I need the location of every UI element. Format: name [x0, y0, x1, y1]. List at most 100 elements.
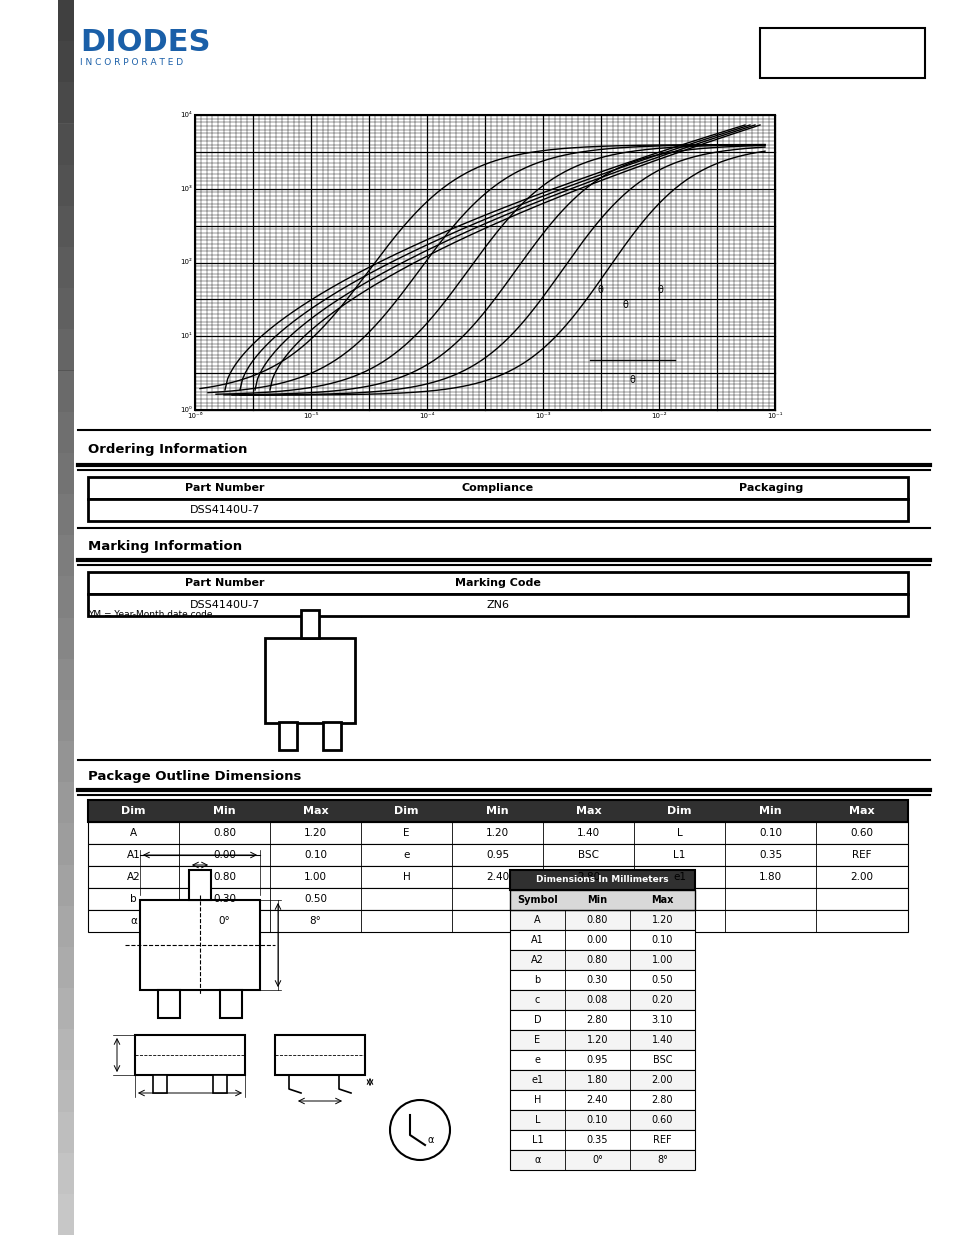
- Text: 0.80: 0.80: [586, 915, 608, 925]
- Bar: [58, 905, 74, 947]
- Bar: [510, 1130, 695, 1150]
- Bar: [58, 782, 74, 824]
- Bar: [301, 610, 318, 638]
- Bar: [510, 969, 695, 990]
- Text: 2.00: 2.00: [849, 872, 872, 882]
- Text: 0.00: 0.00: [213, 850, 235, 860]
- Bar: [88, 477, 907, 499]
- Bar: [58, 577, 74, 618]
- Bar: [323, 722, 340, 750]
- Bar: [510, 910, 695, 930]
- Text: A: A: [534, 915, 540, 925]
- Bar: [510, 1091, 695, 1110]
- Text: 1.40: 1.40: [651, 1035, 673, 1045]
- Bar: [58, 0, 74, 1235]
- Bar: [510, 1150, 695, 1170]
- Bar: [510, 1070, 695, 1091]
- Text: 10²: 10²: [180, 259, 192, 266]
- Text: 2.80: 2.80: [586, 1015, 608, 1025]
- Text: Min: Min: [587, 895, 607, 905]
- Text: θ: θ: [621, 300, 627, 310]
- Text: Max: Max: [302, 806, 328, 816]
- Bar: [58, 453, 74, 494]
- Text: Max: Max: [651, 895, 673, 905]
- Text: Ordering Information: Ordering Information: [88, 443, 247, 456]
- Bar: [58, 864, 74, 905]
- Text: DSS4140U-7: DSS4140U-7: [190, 505, 259, 515]
- Text: Min: Min: [213, 806, 235, 816]
- Text: Symbol: Symbol: [517, 895, 558, 905]
- Text: Dim: Dim: [666, 806, 691, 816]
- Bar: [510, 869, 695, 890]
- Text: Dimensions In Millimeters: Dimensions In Millimeters: [536, 876, 668, 884]
- Text: 0.30: 0.30: [213, 894, 235, 904]
- Bar: [88, 800, 907, 823]
- Bar: [88, 594, 907, 616]
- Text: α: α: [130, 916, 137, 926]
- Bar: [152, 1074, 167, 1093]
- Bar: [58, 658, 74, 700]
- Text: H: H: [402, 872, 410, 882]
- Text: E: E: [534, 1035, 540, 1045]
- Text: BSC: BSC: [652, 1055, 672, 1065]
- Bar: [510, 890, 695, 910]
- Text: 2.80: 2.80: [651, 1095, 673, 1105]
- Bar: [510, 930, 695, 950]
- Text: L1: L1: [673, 850, 685, 860]
- Text: 0.30: 0.30: [586, 974, 608, 986]
- Text: A1: A1: [531, 935, 543, 945]
- Text: BSC: BSC: [578, 850, 598, 860]
- Text: Max: Max: [848, 806, 873, 816]
- Text: L: L: [676, 827, 681, 839]
- Bar: [510, 1110, 695, 1130]
- Text: DSS4140U-7: DSS4140U-7: [190, 600, 259, 610]
- Text: 3.10: 3.10: [651, 1015, 673, 1025]
- Bar: [58, 824, 74, 864]
- Text: 0.10: 0.10: [759, 827, 781, 839]
- Text: 0.80: 0.80: [213, 872, 235, 882]
- Text: α: α: [428, 1135, 434, 1145]
- Bar: [58, 494, 74, 535]
- Text: E: E: [403, 827, 410, 839]
- Bar: [510, 1030, 695, 1050]
- Text: 10⁻¹: 10⁻¹: [766, 412, 781, 419]
- Text: Packaging: Packaging: [739, 483, 802, 493]
- Text: 0°: 0°: [592, 1155, 602, 1165]
- Text: 0.10: 0.10: [586, 1115, 608, 1125]
- Text: θ: θ: [657, 285, 662, 295]
- Text: 0.50: 0.50: [304, 894, 327, 904]
- Bar: [58, 164, 74, 206]
- Text: Min: Min: [759, 806, 781, 816]
- Bar: [220, 990, 242, 1018]
- Bar: [510, 1050, 695, 1070]
- Bar: [58, 288, 74, 330]
- Text: ZN6: ZN6: [486, 600, 509, 610]
- Bar: [88, 866, 907, 888]
- Text: 0.35: 0.35: [586, 1135, 608, 1145]
- Bar: [58, 206, 74, 247]
- Text: e: e: [403, 850, 409, 860]
- Text: H: H: [534, 1095, 540, 1105]
- Text: A2: A2: [531, 955, 543, 965]
- Text: D: D: [533, 1015, 540, 1025]
- Text: I N C O R P O R A T E D: I N C O R P O R A T E D: [80, 58, 183, 67]
- Text: 1.20: 1.20: [485, 827, 509, 839]
- Text: c: c: [535, 995, 539, 1005]
- Bar: [189, 869, 211, 900]
- Bar: [158, 990, 180, 1018]
- Bar: [58, 1152, 74, 1194]
- Bar: [213, 1074, 227, 1093]
- Bar: [58, 124, 74, 164]
- Text: 10⁻³: 10⁻³: [535, 412, 550, 419]
- Text: e1: e1: [531, 1074, 543, 1086]
- Bar: [58, 700, 74, 741]
- Bar: [88, 823, 907, 844]
- Text: 1.80: 1.80: [759, 872, 781, 882]
- Text: L: L: [535, 1115, 539, 1125]
- Text: Marking Information: Marking Information: [88, 540, 242, 553]
- Text: 1.40: 1.40: [577, 827, 599, 839]
- Text: 1.20: 1.20: [586, 1035, 608, 1045]
- Bar: [58, 988, 74, 1029]
- Text: α: α: [534, 1155, 540, 1165]
- Text: 0.10: 0.10: [651, 935, 673, 945]
